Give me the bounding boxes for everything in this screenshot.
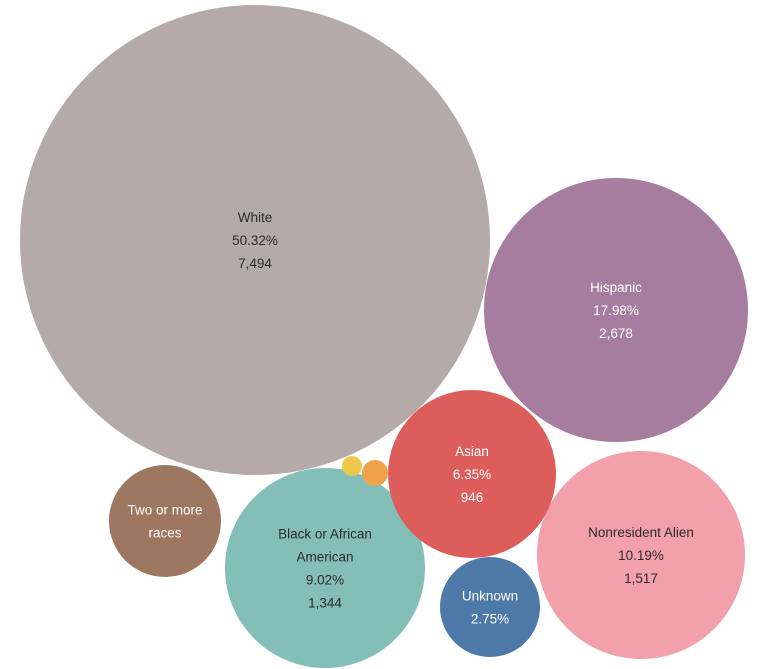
bubble-two-or-more-races[interactable]: Two or more races <box>109 465 221 577</box>
bubble-unknown[interactable]: Unknown 2.75% <box>440 557 540 657</box>
bubble-category: Unknown <box>462 589 518 604</box>
bubble-white[interactable]: White 50.32% 7,494 <box>20 5 490 475</box>
bubble-percent: 10.19% <box>618 548 664 563</box>
bubble-percent: 17.98% <box>593 303 639 318</box>
bubble-percent: 6.35% <box>453 467 491 482</box>
bubble-count: 946 <box>461 490 484 505</box>
bubble-category: Asian <box>455 444 489 459</box>
bubble-circle[interactable] <box>440 557 540 657</box>
bubble-circle[interactable] <box>342 456 362 476</box>
bubble-circle[interactable] <box>20 5 490 475</box>
bubble-percent: 50.32% <box>232 233 278 248</box>
bubble-minor-7[interactable] <box>362 460 388 486</box>
bubble-count: 1,517 <box>624 571 658 586</box>
bubble-circle[interactable] <box>109 465 221 577</box>
bubble-count: 1,344 <box>308 596 342 611</box>
bubble-hispanic[interactable]: Hispanic 17.98% 2,678 <box>484 178 748 442</box>
bubble-category: Hispanic <box>590 280 642 295</box>
bubble-category-line-2: races <box>148 526 181 541</box>
bubble-category-line-1: Black or African <box>278 527 372 542</box>
bubble-count: 7,494 <box>238 256 272 271</box>
bubble-circle[interactable] <box>484 178 748 442</box>
bubble-category-line-2: American <box>296 550 353 565</box>
bubble-count: 2,678 <box>599 326 633 341</box>
bubble-percent: 9.02% <box>306 573 344 588</box>
bubble-black-or-african-american[interactable]: Black or African American 9.02% 1,344 <box>225 468 425 668</box>
bubble-nonresident-alien[interactable]: Nonresident Alien 10.19% 1,517 <box>537 451 745 659</box>
bubble-minor-8[interactable] <box>342 456 362 476</box>
bubble-percent: 2.75% <box>471 612 509 627</box>
bubble-circle[interactable] <box>388 390 556 558</box>
bubble-circle[interactable] <box>537 451 745 659</box>
bubble-category: Nonresident Alien <box>588 525 694 540</box>
bubble-asian[interactable]: Asian 6.35% 946 <box>388 390 556 558</box>
bubble-category-line-1: Two or more <box>127 503 202 518</box>
bubble-circle[interactable] <box>225 468 425 668</box>
bubble-category: White <box>238 210 273 225</box>
bubble-circle[interactable] <box>362 460 388 486</box>
